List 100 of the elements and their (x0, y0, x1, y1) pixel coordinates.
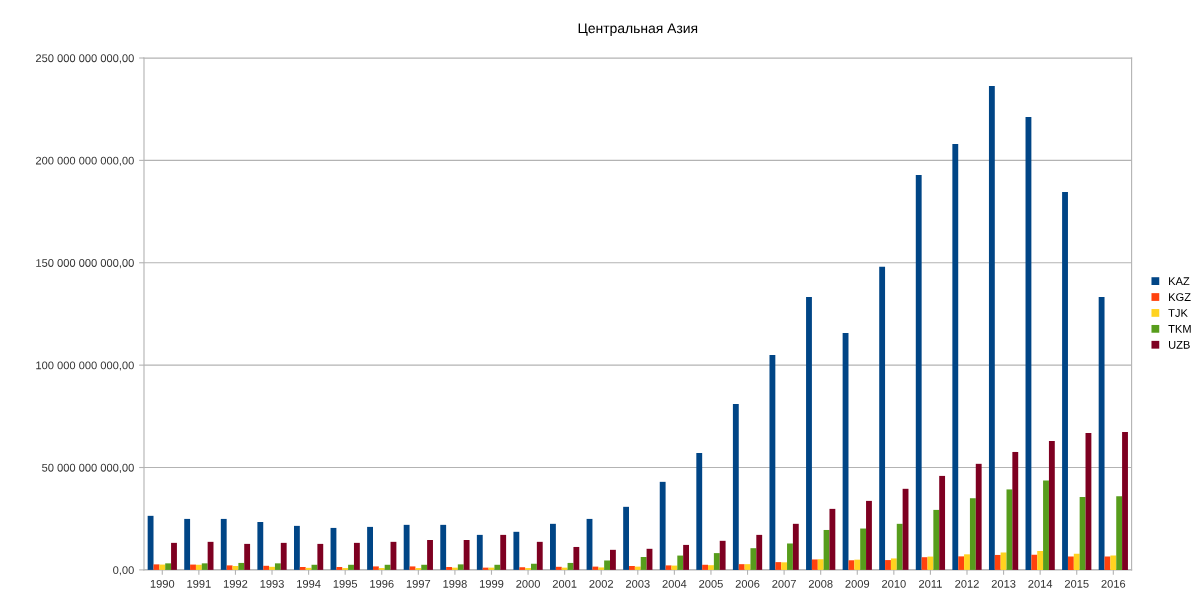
x-tick-label: 2007 (772, 579, 796, 588)
bar (457, 564, 464, 570)
bar (446, 567, 452, 570)
bar (159, 564, 166, 570)
bar (879, 266, 886, 570)
bar (280, 542, 287, 570)
bar (775, 562, 782, 570)
x-tick-label: 2016 (1101, 579, 1126, 588)
bar (634, 566, 641, 570)
bar (927, 556, 934, 570)
x-tick-label: 1999 (479, 579, 504, 588)
x-tick-label: 2003 (626, 579, 650, 588)
legend-label: KAZ (1169, 277, 1190, 285)
bar (1000, 552, 1007, 570)
bar (811, 559, 818, 570)
bar (787, 543, 793, 570)
bar (610, 549, 616, 570)
bar (1079, 497, 1086, 570)
x-tick-label: 2006 (735, 579, 760, 588)
bar (640, 556, 647, 570)
bar (756, 534, 763, 570)
y-tick-label: 250 000 000 000,00 (35, 54, 134, 64)
x-tick-label: 1991 (187, 579, 211, 588)
x-tick-label: 1997 (406, 579, 431, 588)
bar (147, 515, 154, 570)
bar (555, 566, 562, 570)
bar (353, 542, 360, 570)
bar (781, 562, 788, 570)
bar (226, 565, 233, 570)
bar (274, 563, 281, 570)
bar (975, 463, 982, 570)
bar (513, 531, 520, 570)
bar (713, 553, 720, 570)
x-tick-label: 2000 (516, 579, 540, 588)
bar (530, 563, 537, 570)
x-tick-label: 2013 (991, 579, 1016, 588)
x-tick-label: 2010 (882, 579, 906, 588)
bar (1031, 554, 1038, 570)
bar (604, 560, 610, 570)
bar (738, 564, 745, 570)
x-tick-label: 2015 (1064, 579, 1089, 588)
bar (451, 567, 458, 570)
bar (659, 481, 666, 570)
bar (1116, 496, 1123, 570)
bar (732, 404, 739, 570)
legend-label: TJK (1168, 309, 1188, 317)
x-tick-label: 2005 (699, 579, 723, 588)
bar (519, 567, 526, 570)
bar (269, 566, 275, 570)
bar (1073, 553, 1080, 570)
bar (1012, 451, 1019, 570)
bar (367, 526, 373, 570)
bar (201, 563, 208, 570)
bar (184, 518, 191, 570)
bar (440, 524, 447, 570)
bar (220, 518, 227, 570)
bar (1043, 480, 1049, 570)
bar (165, 563, 172, 570)
bar (171, 542, 177, 570)
bar (403, 524, 410, 570)
bar (482, 567, 489, 570)
x-tick-label: 2002 (589, 579, 614, 588)
bar (958, 556, 965, 570)
chart-title: Центральная Азия (578, 23, 698, 36)
bar (629, 566, 635, 570)
x-tick-label: 1992 (223, 579, 248, 588)
bar (677, 555, 684, 570)
bar (994, 554, 1001, 570)
bar (1067, 556, 1074, 570)
bar (860, 528, 867, 570)
bar (1110, 555, 1117, 570)
bar (890, 558, 897, 570)
bar (915, 174, 922, 570)
bar (409, 566, 416, 570)
bar (476, 534, 483, 570)
bar (421, 564, 428, 570)
x-tick-label: 2011 (919, 579, 942, 588)
bar (665, 565, 672, 570)
bar (384, 564, 391, 570)
bar (257, 521, 264, 570)
bar (623, 506, 630, 570)
bar (988, 86, 995, 570)
bar (592, 566, 599, 570)
legend-label: TKM (1168, 325, 1191, 333)
bar (969, 498, 976, 570)
bar (939, 475, 946, 570)
bar (792, 523, 799, 570)
bar (769, 354, 776, 570)
bar (598, 567, 605, 570)
bar (336, 567, 343, 570)
bar (896, 523, 903, 570)
y-tick-label: 150 000 000 000,00 (36, 259, 134, 269)
bar (427, 540, 433, 570)
x-tick-label: 2009 (845, 579, 870, 588)
bar (299, 567, 306, 570)
bar (293, 525, 300, 570)
bar (885, 560, 891, 570)
bar (244, 543, 251, 570)
y-tick-label: 50 000 000 000,00 (42, 463, 134, 473)
bar (305, 567, 312, 570)
